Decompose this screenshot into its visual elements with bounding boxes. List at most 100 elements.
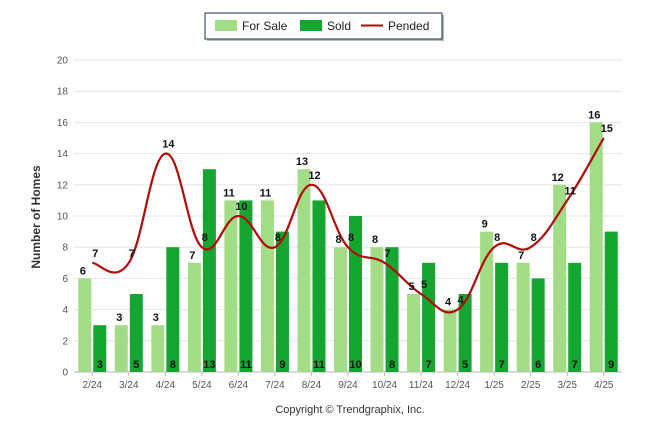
x-axis-ticks: 2/24 3/24 4/24 5/24 6/24 7/24 8/24 9/24 10/24 11/… [83,372,614,391]
x-tick-label: 7/24 [265,380,285,391]
bar-for-sale [297,169,311,372]
x-tick-label: 2/25 [521,380,541,391]
y-tick-label: 2 [62,336,68,347]
data-label-for-sale: 11 [260,187,272,199]
bar-sold [458,294,472,372]
data-label-pended: 8 [202,232,208,244]
data-label-for-sale: 3 [116,312,122,324]
data-label-for-sale: 9 [482,219,488,231]
y-tick-label: 0 [62,368,68,379]
data-label-sold: 6 [535,359,541,371]
bar-sold [531,278,545,372]
bar-sold [166,247,180,372]
y-tick-label: 6 [62,274,68,285]
bar-sold [202,169,216,372]
bar-for-sale [260,200,274,372]
data-label-pended: 7 [92,248,98,260]
legend-label-for-sale: For Sale [242,19,288,33]
bar-sold [568,262,582,372]
bar-for-sale [589,122,603,373]
y-tick-label: 12 [57,180,69,191]
bar-sold [275,231,289,372]
data-label-sold: 9 [608,359,614,371]
x-tick-label: 1/25 [484,380,504,391]
x-tick-label: 11/24 [409,380,434,391]
bar-for-sale [553,184,567,372]
legend-swatch-for-sale [215,20,237,31]
bar-for-sale [334,247,347,372]
x-tick-label: 8/24 [302,380,322,391]
bar-sold [93,325,107,372]
data-label-pended: 8 [348,232,354,244]
data-label-for-sale: 13 [296,156,308,168]
bar-for-sale [151,325,165,372]
data-label-pended: 7 [384,248,390,260]
bar-sold [312,200,326,372]
data-label-for-sale: 3 [153,312,159,324]
bar-for-sale [516,262,530,372]
data-label-pended: 8 [531,232,537,244]
data-label-for-sale: 8 [335,234,341,246]
pended-line-group [91,137,605,314]
x-tick-label: 5/24 [192,380,212,391]
bar-for-sale [480,231,494,372]
y-axis-ticks: 0 2 4 6 8 10 12 14 16 18 20 [57,56,69,379]
data-label-sold: 11 [240,359,252,371]
bar-for-sale [224,200,238,372]
data-label-pended: 4 [458,295,465,307]
legend-label-pended: Pended [388,19,429,33]
x-tick-label: 9/24 [338,380,358,391]
data-label-pended: 14 [162,139,175,151]
sold-value-labels: 3 5 8 13 11 9 11 10 8 7 5 7 6 7 9 [97,359,615,371]
x-tick-label: 3/25 [557,380,577,391]
data-label-sold: 8 [170,359,176,371]
copyright-credit: Copyright © Trendgraphix, Inc. [275,404,424,416]
y-tick-label: 10 [57,212,69,223]
bar-for-sale [187,262,201,372]
x-tick-label: 4/25 [594,380,614,391]
data-label-pended: 11 [564,185,576,197]
bar-sold [495,262,509,372]
data-label-pended: 10 [235,201,247,213]
bar-sold [604,231,618,372]
data-label-for-sale: 5 [409,281,415,293]
y-tick-label: 8 [62,243,68,254]
y-tick-label: 16 [57,118,69,129]
bar-for-sale [78,278,92,372]
y-tick-label: 4 [62,305,68,316]
data-label-sold: 10 [349,359,361,371]
legend: For Sale Sold Pended [204,12,444,41]
data-label-sold: 7 [426,359,432,371]
y-axis-label: Number of Homes [29,165,43,269]
x-tick-label: 3/24 [119,380,139,391]
bar-sold [129,294,143,372]
x-tick-label: 4/24 [156,380,176,391]
data-label-for-sale: 8 [372,234,378,246]
legend-swatch-sold [300,20,322,31]
bar-sold [385,247,399,372]
data-label-sold: 5 [462,359,468,371]
x-tick-label: 6/24 [229,380,249,391]
data-label-sold: 7 [572,359,578,371]
bar-for-sale [407,294,421,372]
y-tick-label: 18 [57,87,69,98]
data-label-pended: 15 [601,123,613,135]
data-label-pended: 8 [494,232,500,244]
data-label-for-sale: 12 [552,172,564,184]
x-tick-label: 12/24 [445,380,470,391]
data-label-for-sale: 11 [223,187,235,199]
bars [78,122,618,373]
data-label-for-sale: 6 [80,265,86,277]
data-label-pended: 5 [421,279,427,291]
data-label-pended: 7 [129,248,135,260]
data-label-for-sale: 7 [189,250,195,262]
x-tick-label: 10/24 [372,380,397,391]
data-label-sold: 3 [97,359,103,371]
legend-box [204,12,443,40]
y-tick-label: 14 [57,149,69,160]
legend-label-sold: Sold [327,19,351,33]
bar-for-sale [443,309,457,372]
data-label-sold: 5 [133,359,139,371]
